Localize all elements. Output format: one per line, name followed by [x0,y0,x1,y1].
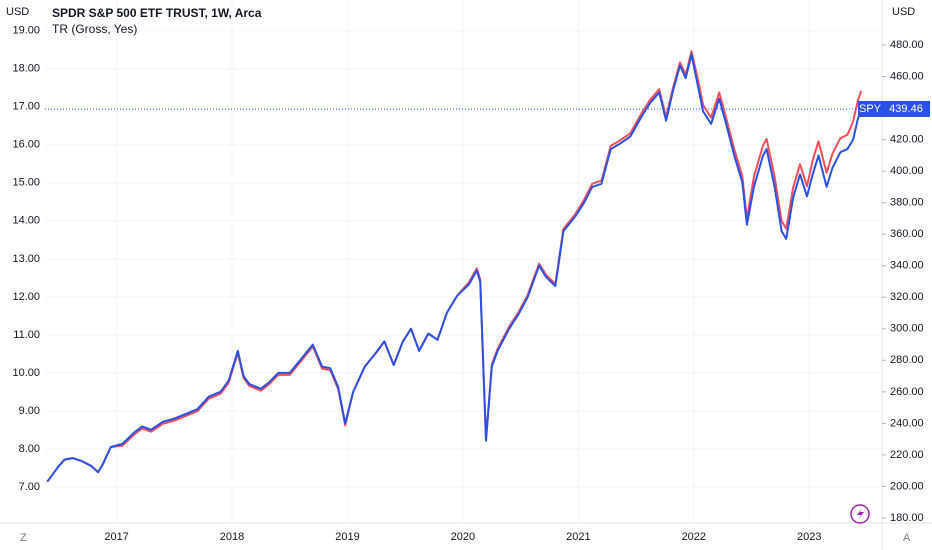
y2-tick-label: 240.00 [890,417,924,429]
x-tick-label: 2017 [104,531,128,543]
y-tick-label: 10.00 [12,367,40,379]
y2-tick-label: 300.00 [890,323,924,335]
y-tick-label: 17.00 [12,101,40,113]
y-tick-label: 16.00 [12,139,40,151]
y-tick-label: 18.00 [12,63,40,75]
icon-bolt[interactable] [857,508,864,520]
y2-tick-label: 400.00 [890,165,924,177]
y-tick-label: 12.00 [12,291,40,303]
x-tick-label: 2020 [451,531,475,543]
y2-tick-label: 480.00 [890,39,924,51]
last-price-badge-bg [882,100,930,117]
series-line [46,53,863,483]
y2-tick-label: 420.00 [890,134,924,146]
y2-tick-label: 320.00 [890,291,924,303]
auto-scale-button[interactable]: A [903,532,911,544]
y-tick-label: 7.00 [19,481,40,493]
y2-tick-label: 360.00 [890,228,924,240]
y-tick-label: 9.00 [19,405,40,417]
y2-tick-label: 340.00 [890,260,924,272]
y2-tick-label: 200.00 [890,480,924,492]
y2-tick-label: 460.00 [890,70,924,82]
y-tick-label: 13.00 [12,253,40,265]
series-name-badge: SPY [859,103,882,115]
y-tick-label: 8.00 [19,443,40,455]
y2-tick-label: 380.00 [890,197,924,209]
y2-unit-label: USD [892,6,915,18]
x-tick-label: 2022 [682,531,706,543]
series-name-badge-bg [858,100,882,117]
y-tick-label: 14.00 [12,215,40,227]
y2-tick-label: 280.00 [890,354,924,366]
y2-tick-label: 220.00 [890,449,924,461]
y2-tick-label: 180.00 [890,512,924,524]
zoom-button[interactable]: Z [20,532,27,544]
last-price-label: 439.46 [889,103,923,115]
x-tick-label: 2021 [566,531,590,543]
y-tick-label: 15.00 [12,177,40,189]
chart-title: SPDR S&P 500 ETF TRUST, 1W, Arca [52,6,262,20]
y2-tick-label: 260.00 [890,386,924,398]
y-tick-label: 11.00 [13,329,40,341]
y-unit-label: USD [6,6,29,18]
legend-entry: TR (Gross, Yes) [52,22,137,36]
lightning-icon[interactable] [850,504,870,524]
x-tick-label: 2023 [797,531,821,543]
x-tick-label: 2018 [220,531,244,543]
zoom-button-bg[interactable] [0,528,44,550]
x-tick-label: 2019 [335,531,359,543]
y-tick-label: 19.00 [12,25,40,37]
